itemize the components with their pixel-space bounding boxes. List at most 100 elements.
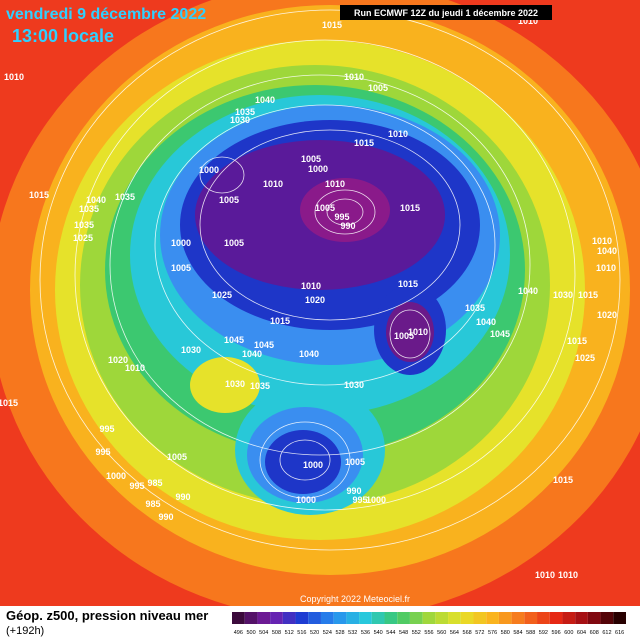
isobar-label: 990 xyxy=(346,486,361,496)
isobar-label: 1015 xyxy=(578,290,598,300)
isobar-label: 995 xyxy=(129,481,144,491)
isobar-label: 1015 xyxy=(354,138,374,148)
isobar-label: 1025 xyxy=(575,353,595,363)
time: 13:00 locale xyxy=(12,26,114,46)
colorbar-label: 536 xyxy=(361,630,370,636)
colorbar-swatch xyxy=(371,612,385,624)
isobar-label: 1040 xyxy=(86,195,106,205)
colorbar-swatch xyxy=(486,612,499,624)
colorbar-label: 524 xyxy=(323,630,332,636)
isobar-label: 1040 xyxy=(518,286,538,296)
isobar-label: 1045 xyxy=(490,329,510,339)
isobar-label: 1000 xyxy=(199,165,219,175)
colorbar-label: 568 xyxy=(463,630,472,636)
colorbar-label: 544 xyxy=(386,630,395,636)
colorbar-label: 496 xyxy=(234,630,243,636)
colorbar-label: 596 xyxy=(552,630,561,636)
isobar-label: 1005 xyxy=(315,203,335,213)
colorbar-swatch xyxy=(524,612,538,624)
isobar-label: 1030 xyxy=(230,115,250,125)
isobar-label: 1025 xyxy=(212,290,232,300)
isobar-label: 1010 xyxy=(344,72,364,82)
isobar-label: 1025 xyxy=(73,233,93,243)
isobar-label: 1035 xyxy=(235,107,255,117)
isobar-label: 1005 xyxy=(368,83,388,93)
isobar-label: 1005 xyxy=(345,457,365,467)
isobar-label: 1005 xyxy=(171,263,191,273)
isobar-label: 1015 xyxy=(567,336,587,346)
colorbar-label: 548 xyxy=(399,630,408,636)
isobar-label: 1010 xyxy=(535,570,555,580)
isobar-label: 1035 xyxy=(115,192,135,202)
isobar-label: 1010 xyxy=(325,179,345,189)
colorbar-swatch xyxy=(422,612,436,624)
isobar-label: 1030 xyxy=(344,380,364,390)
colorbar-label: 564 xyxy=(450,630,459,636)
isobar-label: 1015 xyxy=(270,316,290,326)
colorbar-label: 540 xyxy=(374,630,383,636)
colorbar-swatch xyxy=(359,612,372,624)
run-box xyxy=(340,5,552,20)
isobar-label: 1000 xyxy=(308,164,328,174)
isobar-label: 1005 xyxy=(219,195,239,205)
isobar-label: 1030 xyxy=(225,379,245,389)
colorbar-label: 576 xyxy=(488,630,497,636)
isobar-label: 1035 xyxy=(79,204,99,214)
colorbar: 496 500 504 508 512 516 520 524 528 532 536 540 544 5… xyxy=(232,612,626,636)
colorbar-label: 600 xyxy=(564,630,573,636)
isobar-label: 985 xyxy=(145,499,160,509)
colorbar-label: 608 xyxy=(590,630,599,636)
colorbar-swatch xyxy=(409,612,423,624)
isobar-label: 1015 xyxy=(400,203,420,213)
isobar-label: 1005 xyxy=(224,238,244,248)
colorbar-label: 560 xyxy=(437,630,446,636)
colorbar-swatch xyxy=(575,612,588,624)
colorbar-label: 584 xyxy=(513,630,522,636)
colorbar-label: 528 xyxy=(335,630,344,636)
isobar-label: 1010 xyxy=(388,129,408,139)
isobar-label: 1020 xyxy=(108,355,128,365)
colorbar-label: 532 xyxy=(348,630,357,636)
isobar-label: 1010 xyxy=(4,72,24,82)
isobar-label: 1010 xyxy=(125,363,145,373)
isobar-label: 1020 xyxy=(305,295,325,305)
colorbar-swatch xyxy=(320,612,334,624)
isobar-label: 995 xyxy=(334,212,349,222)
isobar-label: 1010 xyxy=(592,236,612,246)
colorbar-swatch xyxy=(397,612,410,624)
colorbar-swatch xyxy=(562,612,576,624)
isobar-label: 990 xyxy=(175,492,190,502)
isobar-label: 1040 xyxy=(597,246,617,256)
colorbar-label: 520 xyxy=(310,630,319,636)
isobar-label: 1005 xyxy=(394,331,414,341)
isobar-label: 1020 xyxy=(597,310,617,320)
colorbar-label: 556 xyxy=(424,630,433,636)
isobar-label: 1015 xyxy=(322,20,342,30)
run-info: Run ECMWF 12Z du jeudi 1 décembre 2022 xyxy=(354,8,538,18)
colorbar-swatch xyxy=(537,612,550,624)
colorbar-swatch xyxy=(613,612,626,624)
colorbar-swatch xyxy=(498,612,512,624)
isobar-label: 1000 xyxy=(296,495,316,505)
isobar-label: 1010 xyxy=(558,570,578,580)
colorbar-swatch xyxy=(587,612,601,624)
colorbar-swatch xyxy=(511,612,525,624)
colorbar-swatch xyxy=(232,612,245,624)
isobar-label: 1045 xyxy=(254,340,274,350)
caption: Géop. z500, pression niveau mer xyxy=(6,608,208,623)
colorbar-label: 500 xyxy=(246,630,255,636)
isobar-label: 1035 xyxy=(250,381,270,391)
colorbar-swatch xyxy=(549,612,563,624)
isobar-label: 1005 xyxy=(301,154,321,164)
colorbar-swatch xyxy=(295,612,309,624)
colorbar-label: 552 xyxy=(412,630,421,636)
colorbar-label: 580 xyxy=(501,630,510,636)
isobar-label: 995 xyxy=(95,447,110,457)
isobar-label: 1010 xyxy=(596,263,616,273)
colorbar-label: 516 xyxy=(297,630,306,636)
colorbar-swatch xyxy=(282,612,296,624)
isobar-label: 1015 xyxy=(29,190,49,200)
colorbar-label: 512 xyxy=(285,630,294,636)
colorbar-label: 604 xyxy=(577,630,586,636)
colorbar-label: 592 xyxy=(539,630,548,636)
